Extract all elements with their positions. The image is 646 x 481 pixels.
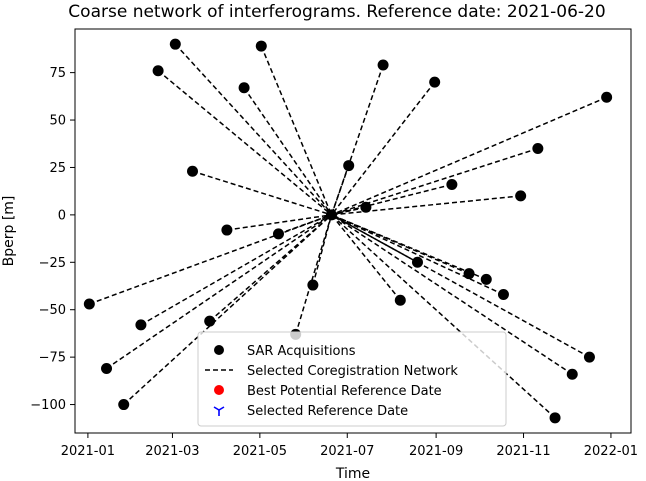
y-axis-ticks: −100 −75 −50 −25 0 25 50 75 (30, 66, 75, 413)
acquisition-point (601, 91, 613, 103)
acquisition-point (549, 412, 561, 424)
plot-area-frame (74, 28, 632, 434)
x-axis-ticks: 2021-01 2021-03 2021-05 2021-07 2021-09 2021-… (61, 433, 638, 459)
acquisition-point (583, 351, 595, 363)
x-tick-label: 2021-07 (320, 444, 374, 459)
network-line (209, 214, 332, 322)
x-tick-label: 2021-09 (409, 444, 463, 459)
acquisition-point (532, 142, 544, 154)
acquisition-point (272, 228, 284, 240)
acquisition-point (566, 368, 578, 380)
network-line (330, 214, 401, 301)
network-line (312, 214, 333, 286)
network-line (331, 214, 504, 296)
acquisition-point (411, 256, 423, 268)
acquisition-point (204, 315, 216, 327)
legend-label-sar-acquisitions: SAR Acquisitions (247, 344, 356, 359)
y-tick-label: −75 (39, 351, 66, 366)
acquisition-point (83, 298, 95, 310)
acquisition-point (429, 76, 441, 88)
acquisition-point (497, 289, 509, 301)
acquisition-point (480, 273, 492, 285)
network-line (140, 214, 332, 326)
acquisition-point (238, 82, 250, 94)
y-axis-label: Bperp [m] (1, 196, 17, 267)
acquisition-point (463, 268, 475, 280)
network-line (330, 64, 384, 216)
y-tick-label: −25 (39, 256, 66, 271)
y-tick-label: 50 (49, 114, 66, 129)
y-tick-label: −50 (39, 303, 66, 318)
legend-label-best-reference: Best Potential Reference Date (247, 384, 442, 399)
y-tick-label: −100 (30, 398, 66, 413)
legend-marker-selected-reference (213, 406, 225, 416)
x-tick-label: 2021-05 (233, 444, 287, 459)
network-line (331, 183, 453, 216)
network-line (278, 214, 332, 235)
x-tick-label: 2021-11 (496, 444, 550, 459)
network-line (89, 214, 332, 305)
acquisition-point (135, 319, 147, 331)
network-line (192, 170, 332, 216)
acquisition-point (515, 190, 527, 202)
network-line (331, 214, 590, 358)
y-tick-label: 25 (49, 161, 66, 176)
network-line (174, 43, 333, 216)
network-line (243, 87, 333, 216)
acquisition-point (307, 279, 319, 291)
network-line (260, 45, 333, 216)
x-tick-label: 2022-01 (584, 444, 638, 459)
network-line (331, 214, 573, 375)
acquisition-point (255, 40, 267, 52)
y-tick-label: 75 (49, 66, 66, 81)
network-line (330, 81, 436, 216)
acquisition-point (377, 59, 389, 71)
network-line (123, 214, 333, 406)
acquisition-point (446, 179, 458, 191)
chart-title: Coarse network of interferograms. Refere… (68, 2, 605, 22)
acquisition-point (394, 294, 406, 306)
network-line (157, 70, 332, 216)
legend-marker-sar-acquisitions (214, 345, 224, 355)
acquisition-point (221, 224, 233, 236)
acquisition-point (360, 201, 372, 213)
network-line (294, 214, 333, 335)
acquisition-point (343, 160, 355, 172)
legend-label-selected-reference: Selected Reference Date (247, 404, 408, 419)
network-line (331, 214, 556, 419)
acquisition-point (187, 165, 199, 177)
legend-label-coregistration-network: Selected Coregistration Network (247, 364, 458, 379)
acquisition-point (118, 399, 130, 411)
acquisition-point (101, 363, 113, 375)
x-axis-label: Time (335, 466, 370, 481)
x-tick-label: 2021-03 (145, 444, 199, 459)
legend: SAR Acquisitions Selected Coregistration… (197, 331, 507, 427)
acquisition-point (169, 38, 181, 50)
network-line (331, 96, 607, 216)
y-tick-label: 0 (58, 208, 66, 223)
network-line (226, 214, 332, 231)
network-line (331, 214, 487, 281)
network-line (106, 214, 332, 370)
legend-marker-best-reference (214, 385, 224, 395)
acquisition-point (152, 65, 164, 77)
legend-box (197, 331, 507, 427)
acquisition-point (326, 209, 338, 221)
x-tick-label: 2021-01 (61, 444, 115, 459)
acquisition-points (83, 38, 613, 424)
